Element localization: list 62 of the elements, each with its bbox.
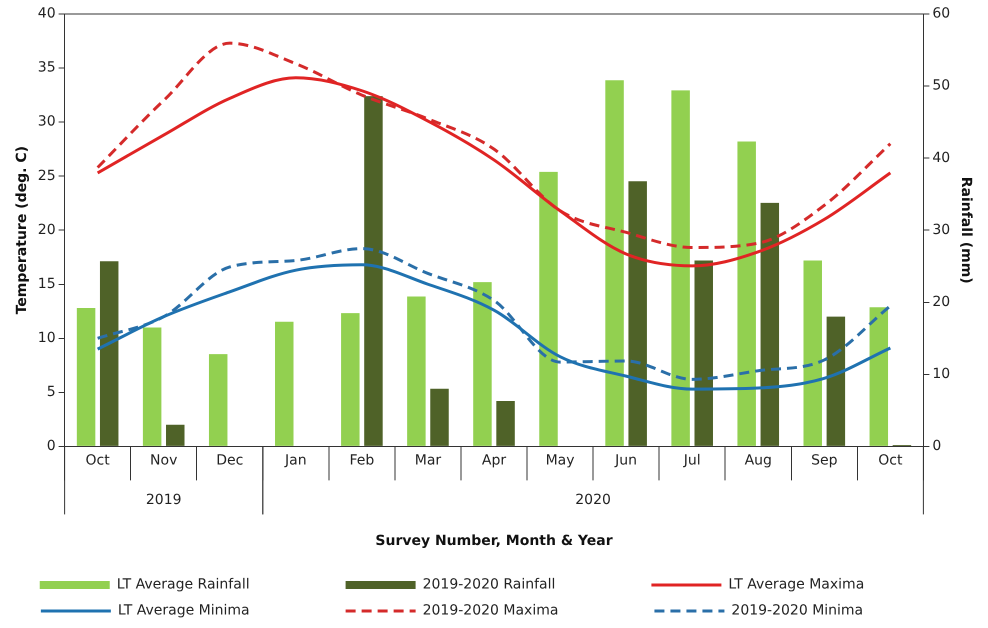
y-tick-label: 5 <box>46 384 56 400</box>
x-tick-label: Nov <box>150 452 178 468</box>
y-tick-label: 20 <box>38 222 56 238</box>
x-tick-label: Sep <box>811 452 838 468</box>
y-tick-label: 10 <box>38 330 56 346</box>
x-axis-title: Survey Number, Month & Year <box>375 533 613 550</box>
bar <box>341 313 360 446</box>
x-tick-label: Dec <box>216 452 244 468</box>
x-tick-label: Aug <box>744 452 772 468</box>
y2-axis-title: Rainfall (mm) <box>958 176 974 284</box>
text: 2020 <box>575 492 611 508</box>
bar <box>539 172 558 446</box>
bar <box>803 260 822 446</box>
y2-tick-label: 40 <box>932 150 950 166</box>
y-tick-label: 35 <box>38 60 56 76</box>
bar <box>407 296 426 446</box>
bar <box>76 308 96 446</box>
bar <box>826 316 846 446</box>
y2-tick-label: 30 <box>932 222 950 238</box>
x-tick-label: May <box>546 452 575 468</box>
y2-tick-label: 0 <box>932 438 942 454</box>
bar <box>628 181 647 446</box>
x-tick-label: Oct <box>86 452 110 468</box>
bar <box>605 80 624 446</box>
y2-tick-label: 50 <box>932 78 950 94</box>
x-tick-label: Apr <box>482 452 506 468</box>
legend-label: LT Average Rainfall <box>116 576 334 593</box>
legend-label: 2019-2020 Rainfall <box>422 576 640 593</box>
bar <box>100 261 118 446</box>
bar <box>870 307 888 446</box>
x-tick-label: Feb <box>349 452 374 468</box>
y-tick-label: 25 <box>38 168 56 184</box>
y-tick-label: 30 <box>38 114 56 130</box>
bar <box>166 424 185 446</box>
bar <box>142 327 162 446</box>
legend-label: LT Average Minima <box>118 602 334 619</box>
x-tick-label: Oct <box>878 452 903 468</box>
y-tick-label: 40 <box>38 6 56 22</box>
bar <box>760 202 780 446</box>
y-axis-title: Temperature (deg. C) <box>14 146 30 314</box>
bar <box>275 322 294 446</box>
legend-label: 2019-2020 Minima <box>731 602 948 619</box>
x-tick-label: Jan <box>284 452 307 468</box>
bar <box>694 260 713 446</box>
x-tick-label: Jul <box>682 452 701 468</box>
x-tick-label: Jun <box>614 452 638 468</box>
bar <box>430 388 449 446</box>
y-tick-label: 0 <box>46 438 56 454</box>
y2-tick-label: 20 <box>932 294 950 310</box>
legend-label: LT Average Maxima <box>728 576 948 593</box>
bar <box>737 142 756 446</box>
bar <box>364 96 383 446</box>
bar <box>671 90 690 446</box>
text: 2019 <box>146 492 182 508</box>
bar <box>208 354 228 446</box>
bar <box>473 282 492 446</box>
bar <box>496 401 515 446</box>
y2-tick-label: 60 <box>932 6 950 22</box>
y-tick-label: 15 <box>38 276 56 292</box>
y2-tick-label: 10 <box>932 366 950 382</box>
legend-label: 2019-2020 Maxima <box>422 602 642 619</box>
x-tick-label: Mar <box>414 452 442 468</box>
